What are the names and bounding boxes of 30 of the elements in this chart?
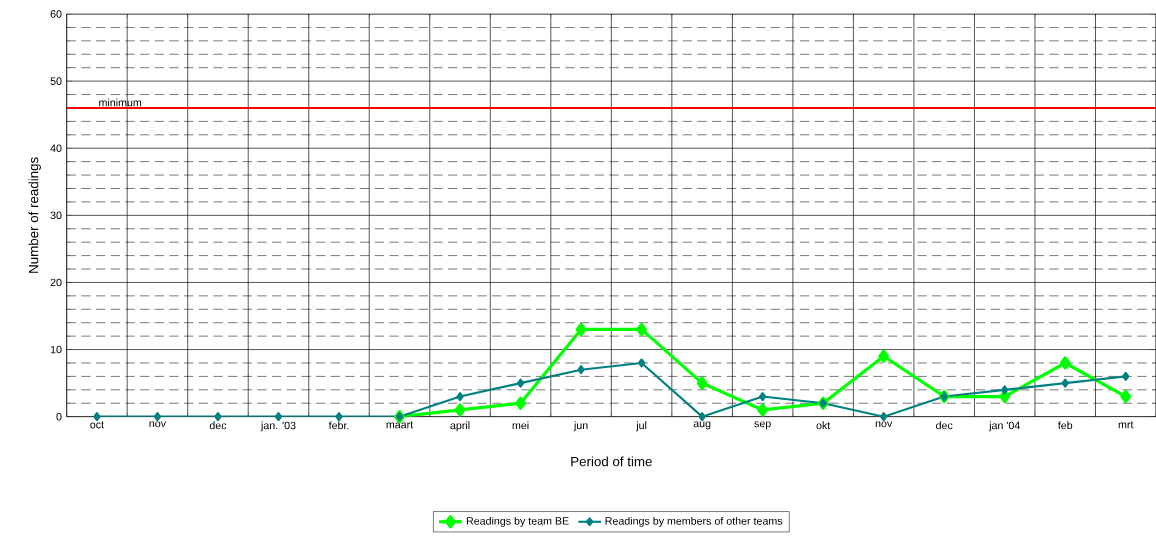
x-tick-label: dec — [209, 421, 227, 430]
x-axis-title: Period of time — [571, 456, 652, 467]
x-tick-label: jul — [636, 421, 647, 432]
x-tick-label: aug — [693, 421, 711, 430]
x-tick-label: oct — [90, 421, 104, 429]
x-tick-label: okt — [816, 421, 831, 430]
y-axis-title: Number of readings — [28, 157, 41, 273]
x-tick-label: feb — [1057, 421, 1073, 430]
x-tick-label: nov — [875, 421, 893, 428]
x-tick-label: febr. — [328, 421, 349, 430]
y-tick-label: 20 — [50, 278, 62, 287]
y-tick-label: 0 — [56, 412, 62, 421]
legend-label: Readings by members of other teams — [605, 516, 783, 527]
x-tick-label: nov — [149, 421, 166, 428]
y-tick-label: 40 — [50, 144, 62, 152]
x-tick-label: mrt — [1118, 421, 1134, 429]
y-tick-label: 50 — [50, 77, 62, 85]
ref-line-label: minimum — [99, 98, 142, 107]
y-tick-label: 60 — [50, 10, 62, 18]
x-tick-label: dec — [936, 421, 953, 430]
x-tick-label: maart — [386, 421, 414, 429]
legend-label: Readings by team BE — [466, 516, 569, 527]
x-tick-label: sep — [754, 421, 771, 430]
y-tick-label: 30 — [50, 211, 62, 220]
x-tick-label: jan. '03 — [260, 421, 296, 432]
x-tick-label: mei — [512, 421, 529, 430]
x-tick-label: jan '04 — [988, 421, 1020, 432]
x-tick-label: april — [450, 421, 470, 432]
y-tick-label: 10 — [50, 345, 62, 354]
x-tick-label: jun — [573, 421, 588, 432]
